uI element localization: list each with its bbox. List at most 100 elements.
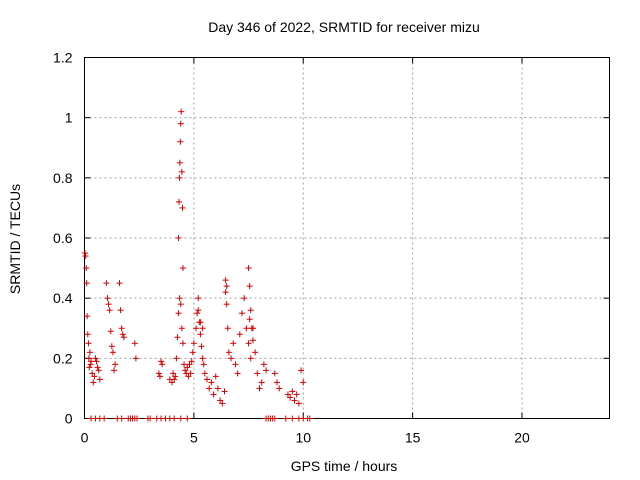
data-point: [184, 415, 191, 422]
data-point: [179, 204, 186, 211]
data-point: [223, 283, 230, 290]
data-point: [271, 415, 278, 422]
data-point: [118, 325, 125, 332]
data-point: [109, 349, 116, 356]
data-point: [104, 295, 111, 302]
data-point: [93, 358, 100, 365]
data-point: [246, 283, 253, 290]
data-point: [86, 364, 93, 371]
data-point: [298, 367, 305, 374]
data-point: [204, 376, 210, 383]
data-point: [195, 307, 202, 314]
data-point: [224, 325, 231, 332]
y-tick-label: 0.2: [53, 350, 73, 366]
data-point: [187, 370, 194, 377]
x-tick-label: 10: [295, 430, 311, 446]
data-point: [212, 373, 219, 380]
data-point: [94, 364, 101, 371]
data-point: [258, 379, 265, 386]
y-tick-labels: 0 0.2 0.4 0.6 0.8 1 1.2: [53, 50, 73, 427]
data-point: [201, 370, 208, 377]
data-point: [282, 415, 289, 422]
data-point: [306, 415, 313, 422]
x-tick-label: 20: [514, 430, 530, 446]
data-point: [247, 355, 254, 362]
data-point: [223, 301, 230, 308]
data-point: [177, 415, 184, 422]
axis-ticks: [84, 57, 610, 419]
y-tick-label: 0.8: [53, 170, 73, 186]
data-point: [90, 379, 97, 386]
data-point: [241, 295, 248, 302]
data-point: [89, 370, 96, 377]
data-point: [119, 331, 126, 338]
data-point: [245, 340, 252, 347]
data-point: [185, 373, 192, 380]
chart-title: Day 346 of 2022, SRMTID for receiver miz…: [208, 19, 480, 35]
data-point: [197, 319, 204, 326]
data-point: [219, 400, 226, 407]
data-point: [179, 265, 186, 272]
data-point: [199, 325, 206, 332]
data-point: [176, 295, 183, 302]
data-point: [108, 343, 115, 350]
data-point: [111, 367, 118, 374]
x-tick-label: 0: [81, 430, 89, 446]
data-point: [112, 361, 119, 368]
data-point: [208, 379, 215, 386]
y-tick-label: 1.2: [53, 50, 73, 66]
data-point: [101, 415, 108, 422]
data-point: [176, 174, 183, 181]
x-tick-label: 5: [190, 430, 198, 446]
y-tick-label: 1: [65, 110, 73, 126]
data-point: [84, 313, 91, 320]
data-point: [295, 400, 302, 407]
grid-lines: [84, 57, 610, 419]
data-point: [83, 280, 90, 287]
data-point: [228, 355, 235, 362]
y-axis-label: SRMTID / TECUs: [7, 184, 23, 294]
data-point: [176, 198, 182, 205]
x-tick-label: 15: [405, 430, 421, 446]
data-point: [287, 394, 294, 401]
data-point: [132, 355, 139, 362]
y-tick-label: 0.6: [53, 230, 73, 246]
data-point: [232, 361, 239, 368]
data-point: [83, 265, 90, 272]
data-point: [252, 349, 259, 356]
data-point: [174, 334, 181, 341]
data-point: [84, 331, 91, 338]
data-point: [177, 120, 184, 127]
data-point: [291, 397, 298, 404]
data-point: [170, 370, 177, 377]
data-point: [118, 415, 125, 422]
data-point: [103, 280, 110, 287]
data-point: [85, 355, 92, 362]
data-point: [246, 316, 253, 323]
data-point: [188, 358, 195, 365]
data-point: [236, 331, 243, 338]
data-point: [276, 385, 283, 392]
data-point: [116, 280, 123, 287]
data-point: [184, 364, 191, 371]
x-axis-label: GPS time / hours: [291, 458, 398, 474]
data-points: [81, 108, 313, 422]
x-tick-labels: 0 5 10 15 20: [81, 430, 530, 446]
data-point: [172, 373, 179, 380]
data-point: [82, 253, 89, 260]
data-point: [193, 325, 200, 332]
data-point: [195, 295, 202, 302]
data-point: [222, 289, 229, 296]
data-point: [134, 415, 140, 422]
data-point: [247, 307, 254, 314]
data-point: [230, 340, 237, 347]
data-point: [194, 310, 201, 317]
data-point: [178, 325, 185, 332]
data-point: [284, 391, 291, 398]
data-point: [105, 301, 112, 308]
data-point: [293, 391, 300, 398]
data-point: [182, 367, 189, 374]
data-point: [171, 415, 178, 422]
data-point: [200, 361, 207, 368]
